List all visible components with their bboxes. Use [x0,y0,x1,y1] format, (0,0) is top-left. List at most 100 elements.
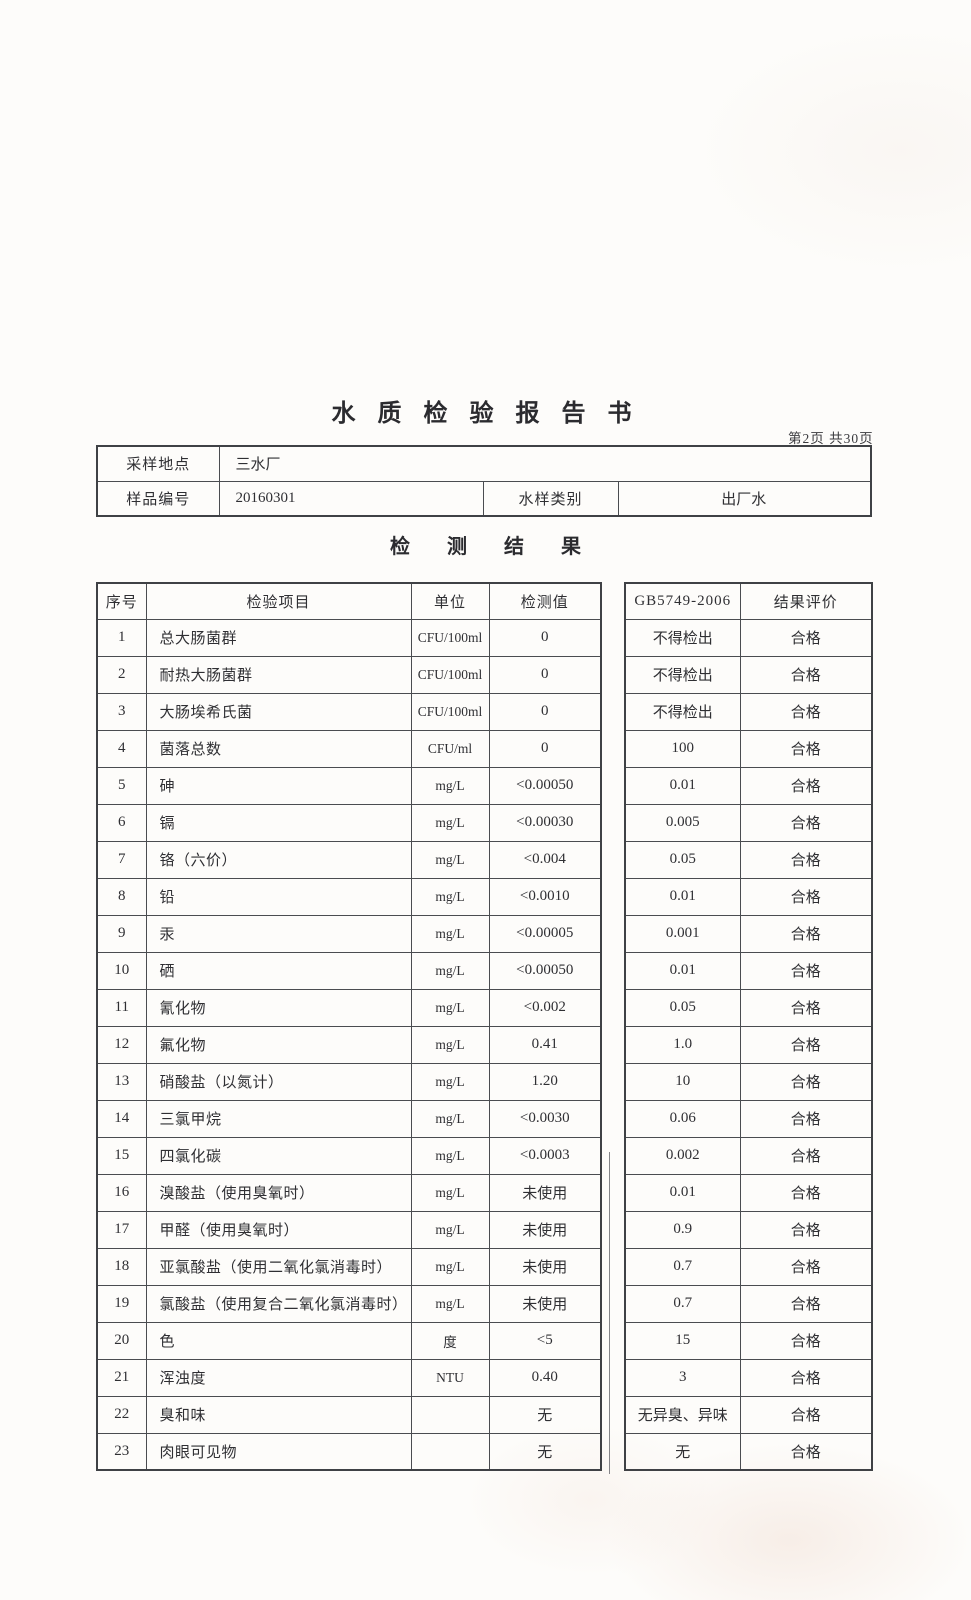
cell-value: 无 [488,1395,602,1434]
cell-unit: CFU/ml [410,729,490,768]
cell-no: 13 [96,1062,147,1101]
cell-unit: mg/L [410,1247,490,1286]
section-heading: 检 测 结 果 [390,536,597,558]
table-row: 20 色度 <5 [96,1321,602,1360]
cell-item: 三氯甲烷 [145,1099,412,1138]
cell-no: 20 [96,1321,147,1360]
cell-no: 15 [96,1136,147,1175]
water-type-value: 出厂水 [617,480,872,517]
cell-unit: CFU/100ml [410,655,490,694]
cell-item: 甲醛（使用臭氧时） [145,1210,412,1249]
cell-value: 0 [488,655,602,694]
cell-evaluation: 合格 [739,877,873,916]
cell-evaluation: 合格 [739,1173,873,1212]
results-table-right: GB5749-2006 结果评价 不得检出 合格 不得检出 合格 不得检出 合格 100 合格… [624,582,873,1471]
table-row: 不得检出 合格 [624,618,873,657]
cell-no: 2 [96,655,147,694]
table-row: 0.05 合格 [624,840,873,879]
cell-standard: 1.0 [624,1025,741,1064]
table-row: 0.001 合格 [624,914,873,953]
table-row: 不得检出 合格 [624,655,873,694]
cell-standard: 10 [624,1062,741,1101]
cell-standard: 0.01 [624,877,741,916]
cell-value: <0.00030 [488,803,602,842]
cell-value: <0.004 [488,840,602,879]
cell-unit: mg/L [410,877,490,916]
sample-id-row: 样品编号 20160301 水样类别 出厂水 [96,480,872,517]
table-row: 8 铅 mg/L <0.0010 [96,877,602,916]
cell-unit [410,1432,490,1471]
header-value: 检测值 [488,582,602,620]
results-table-left: 序号 检验项目 单位 检测值 1 总大肠菌群 CFU/100ml 0 2 耐热大肠菌群 CF… [96,582,602,1471]
table-row: 10 合格 [624,1062,873,1101]
cell-unit: 度 [410,1321,490,1360]
cell-evaluation: 合格 [739,1432,873,1471]
cell-item: 亚氯酸盐（使用二氧化氯消毒时） [145,1247,412,1286]
cell-unit: CFU/100ml [410,618,490,657]
table-row: 0.01 合格 [624,766,873,805]
cell-no: 9 [96,914,147,953]
cell-item: 总大肠菌群 [145,618,412,657]
table-row: 无异臭、异味 合格 [624,1395,873,1434]
cell-item: 菌落总数 [145,729,412,768]
cell-value: 0.40 [488,1358,602,1397]
header-evaluation: 结果评价 [739,582,873,620]
table-row: 11 氰化物 mg/L <0.002 [96,988,602,1027]
sample-id-label: 样品编号 [96,480,220,517]
cell-no: 3 [96,692,147,731]
cell-evaluation: 合格 [739,766,873,805]
cell-standard: 0.7 [624,1247,741,1286]
table-row: 18 亚氯酸盐（使用二氧化氯消毒时） mg/L 未使用 [96,1247,602,1286]
cell-no: 7 [96,840,147,879]
cell-item: 硒 [145,951,412,990]
cell-standard: 无 [624,1432,741,1471]
cell-item: 肉眼可见物 [145,1432,412,1471]
header-no: 序号 [96,582,147,620]
cell-evaluation: 合格 [739,1321,873,1360]
sample-location-label: 采样地点 [96,445,220,482]
cell-value: <0.002 [488,988,602,1027]
cell-unit [410,1395,490,1434]
table-row: 19 氯酸盐（使用复合二氧化氯消毒时） mg/L 未使用 [96,1284,602,1323]
cell-value: 未使用 [488,1173,602,1212]
table-row: 1 总大肠菌群 CFU/100ml 0 [96,618,602,657]
cell-no: 12 [96,1025,147,1064]
cell-no: 21 [96,1358,147,1397]
report-title: 水 质 检 验 报 告 书 [331,401,640,427]
cell-value: <0.0010 [488,877,602,916]
table-row: 6 镉 mg/L <0.00030 [96,803,602,842]
cell-unit: mg/L [410,1099,490,1138]
cell-no: 11 [96,988,147,1027]
cell-item: 臭和味 [145,1395,412,1434]
cell-item: 四氯化碳 [145,1136,412,1175]
table-row: 9 汞 mg/L <0.00005 [96,914,602,953]
cell-value: <0.00005 [488,914,602,953]
table-row: 14 三氯甲烷 mg/L <0.0030 [96,1099,602,1138]
table-row: 0.005 合格 [624,803,873,842]
sample-location-value: 三水厂 [218,445,872,482]
table-row: 7 铬（六价） mg/L <0.004 [96,840,602,879]
cell-value: <0.00050 [488,766,602,805]
cell-unit: mg/L [410,1062,490,1101]
table-row: 5 砷 mg/L <0.00050 [96,766,602,805]
table-row: 无合格 [624,1432,873,1471]
cell-evaluation: 合格 [739,1062,873,1101]
table-row: 0.7 合格 [624,1247,873,1286]
cell-unit: mg/L [410,1173,490,1212]
cell-standard: 100 [624,729,741,768]
table-row: 0.06 合格 [624,1099,873,1138]
cell-standard: 0.01 [624,951,741,990]
header-item: 检验项目 [145,582,412,620]
cell-unit: mg/L [410,951,490,990]
table-row: 2 耐热大肠菌群 CFU/100ml 0 [96,655,602,694]
cell-unit: mg/L [410,840,490,879]
table-row: 3 大肠埃希氏菌 CFU/100ml 0 [96,692,602,731]
cell-evaluation: 合格 [739,1025,873,1064]
cell-evaluation: 合格 [739,1210,873,1249]
cell-value: 0 [488,618,602,657]
cell-item: 耐热大肠菌群 [145,655,412,694]
cell-evaluation: 合格 [739,1099,873,1138]
cell-unit: mg/L [410,803,490,842]
cell-value: 0 [488,692,602,731]
table-row: 1.0 合格 [624,1025,873,1064]
